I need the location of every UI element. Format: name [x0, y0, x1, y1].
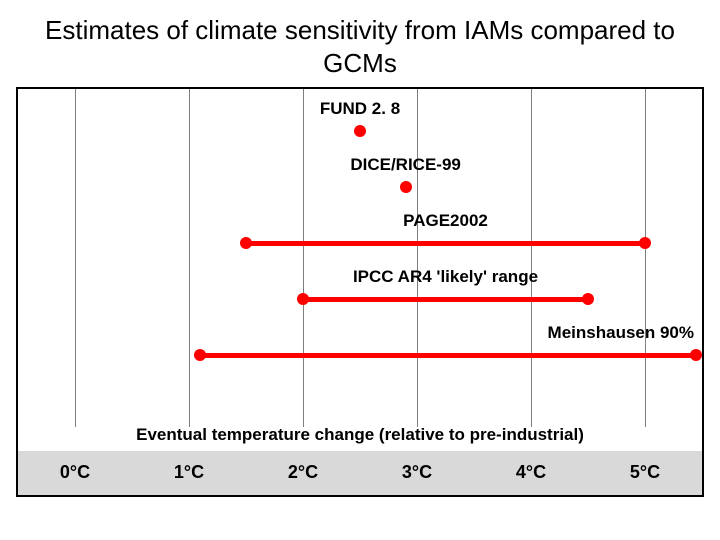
chart-container: FUND 2. 8 DICE/RICE-99 PAGE2002 IPCC AR4 'l… [16, 87, 704, 497]
range-endpoint [240, 237, 252, 249]
series-row: IPCC AR4 'likely' range [18, 265, 702, 321]
point-estimate [400, 181, 412, 193]
range-endpoint [297, 293, 309, 305]
x-tick-label: 3°C [402, 462, 432, 483]
range-bar [246, 241, 645, 246]
range-endpoint [582, 293, 594, 305]
series-row: FUND 2. 8 [18, 97, 702, 153]
range-endpoint [194, 349, 206, 361]
series-row: Meinshausen 90% [18, 321, 702, 377]
range-bar [200, 353, 700, 358]
plot-area: FUND 2. 8 DICE/RICE-99 PAGE2002 IPCC AR4 'l… [18, 89, 702, 427]
range-endpoint [690, 349, 702, 361]
range-bar [303, 297, 588, 302]
series-label: PAGE2002 [403, 211, 488, 231]
series-row: PAGE2002 [18, 209, 702, 265]
x-tick-label: 5°C [630, 462, 660, 483]
x-axis-title: Eventual temperature change (relative to… [18, 425, 702, 445]
series-label: FUND 2. 8 [320, 99, 400, 119]
series-label: IPCC AR4 'likely' range [353, 267, 538, 287]
x-axis-strip: 0°C 1°C 2°C 3°C 4°C 5°C [18, 451, 702, 495]
series-row: DICE/RICE-99 [18, 153, 702, 209]
range-endpoint [639, 237, 651, 249]
x-tick-label: 2°C [288, 462, 318, 483]
x-tick-label: 4°C [516, 462, 546, 483]
x-tick-label: 0°C [60, 462, 90, 483]
chart-title: Estimates of climate sensitivity from IA… [0, 0, 720, 87]
point-estimate [354, 125, 366, 137]
series-label: DICE/RICE-99 [350, 155, 461, 175]
x-tick-label: 1°C [174, 462, 204, 483]
series-label: Meinshausen 90% [548, 323, 694, 343]
